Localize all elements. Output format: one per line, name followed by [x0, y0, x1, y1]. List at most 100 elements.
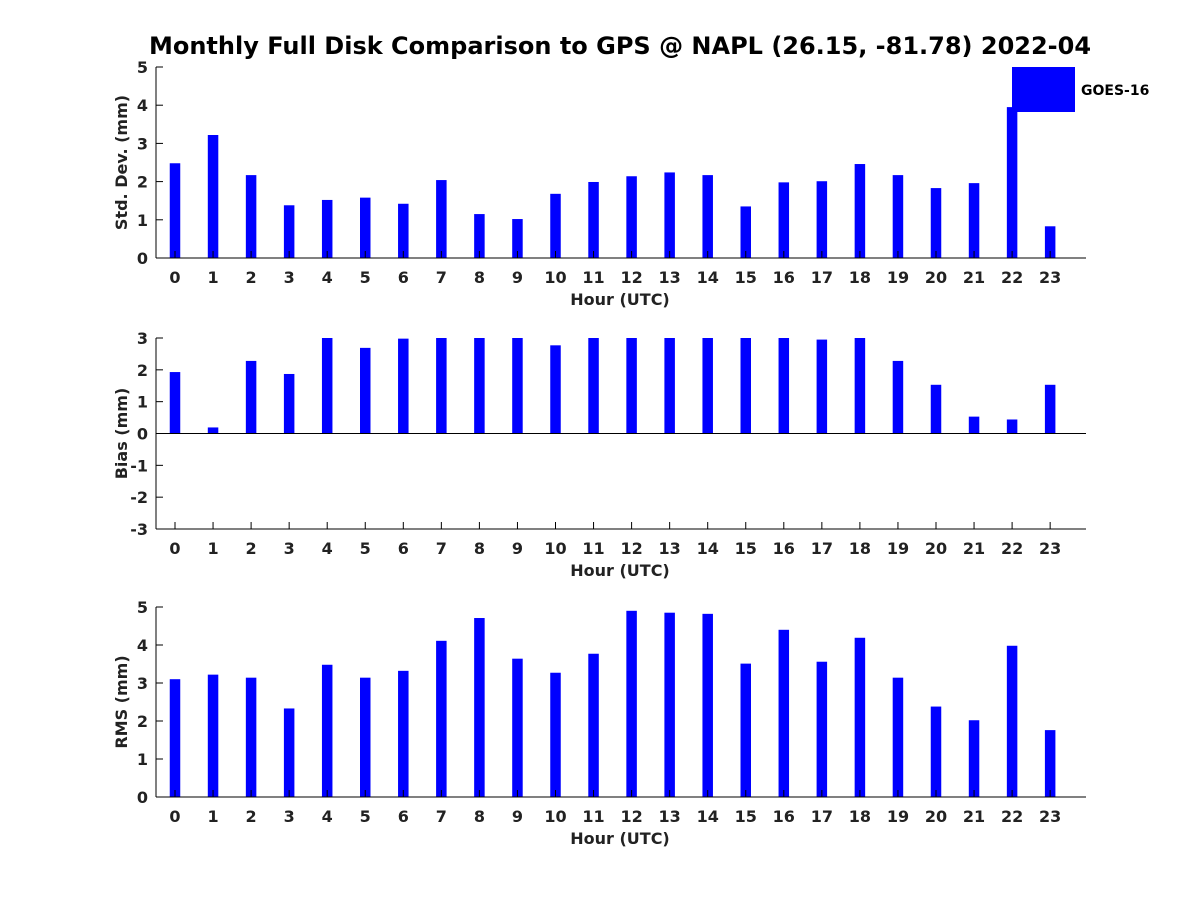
bar-hour-10 — [550, 345, 561, 434]
x-tick-label: 12 — [620, 539, 642, 558]
bar-hour-12 — [626, 610, 637, 797]
bar-hour-22 — [1006, 645, 1018, 797]
bar-hour-4 — [321, 664, 333, 797]
x-tick-label: 7 — [436, 268, 447, 287]
bar-hour-4 — [321, 199, 333, 258]
bar-hour-23 — [1044, 226, 1056, 258]
x-tick-label: 20 — [925, 807, 947, 826]
bar-hour-12 — [626, 338, 637, 434]
x-tick-label: 22 — [1001, 268, 1023, 287]
x-tick-label: 0 — [169, 268, 180, 287]
y-tick-label: 5 — [137, 58, 148, 77]
x-tick-label: 5 — [360, 268, 371, 287]
x-tick-label: 0 — [169, 539, 180, 558]
bar-hour-21 — [968, 720, 980, 797]
y-tick-label: 3 — [137, 674, 148, 693]
bar-hour-1 — [207, 674, 219, 797]
bar-hour-19 — [892, 360, 904, 434]
x-tick-label: 13 — [659, 268, 681, 287]
x-tick-label: 16 — [773, 539, 795, 558]
x-tick-label: 14 — [697, 807, 719, 826]
x-tick-label: 2 — [246, 539, 257, 558]
x-tick-label: 6 — [398, 268, 409, 287]
x-tick-label: 5 — [360, 539, 371, 558]
x-tick-label: 1 — [207, 268, 218, 287]
x-tick-label: 18 — [849, 268, 871, 287]
x-tick-label: 5 — [360, 807, 371, 826]
bar-hour-14 — [702, 338, 713, 434]
y-tick-label: 2 — [137, 712, 148, 731]
bar-hour-10 — [550, 193, 561, 258]
x-tick-label: 1 — [207, 539, 218, 558]
x-tick-label: 12 — [620, 807, 642, 826]
x-tick-label: 17 — [811, 268, 833, 287]
bar-hour-20 — [930, 706, 942, 797]
bar-hour-13 — [664, 612, 675, 797]
x-tick-label: 16 — [773, 807, 795, 826]
x-tick-label: 7 — [436, 539, 447, 558]
bar-hour-16 — [778, 182, 790, 258]
x-tick-label: 17 — [811, 807, 833, 826]
bar-hour-13 — [664, 338, 675, 434]
x-tick-label: 13 — [659, 539, 681, 558]
x-tick-label: 22 — [1001, 807, 1023, 826]
bar-hour-15 — [740, 338, 751, 434]
y-axis-label: Bias (mm) — [112, 388, 131, 480]
y-tick-label: 1 — [137, 393, 148, 412]
y-tick-label: 1 — [137, 750, 148, 769]
bar-hour-0 — [169, 372, 181, 434]
bar-hour-15 — [740, 663, 751, 797]
x-tick-label: 15 — [735, 539, 757, 558]
bar-hour-20 — [930, 188, 942, 258]
x-tick-label: 6 — [398, 539, 409, 558]
x-tick-label: 3 — [284, 539, 295, 558]
x-tick-label: 23 — [1039, 539, 1061, 558]
bar-hour-12 — [626, 176, 637, 258]
x-tick-label: 17 — [811, 539, 833, 558]
bar-hour-16 — [778, 338, 790, 434]
bar-hour-18 — [854, 164, 866, 258]
bar-hour-19 — [892, 175, 904, 258]
x-tick-label: 8 — [474, 807, 485, 826]
y-tick-label: 0 — [137, 249, 148, 268]
bar-hour-15 — [740, 206, 751, 258]
bar-hour-2 — [245, 360, 257, 434]
bar-hour-9 — [512, 219, 523, 258]
bar-hour-5 — [360, 347, 371, 434]
bar-hour-18 — [854, 637, 866, 797]
bar-hour-17 — [816, 661, 828, 797]
x-tick-label: 8 — [474, 539, 485, 558]
bar-hour-3 — [283, 205, 295, 258]
x-tick-label: 19 — [887, 268, 909, 287]
bar-hour-20 — [930, 384, 942, 434]
bar-hour-9 — [512, 658, 523, 797]
x-tick-label: 7 — [436, 807, 447, 826]
bar-hour-1 — [207, 427, 219, 434]
y-tick-label: 3 — [137, 329, 148, 348]
y-tick-label: 4 — [137, 636, 148, 655]
x-tick-label: 14 — [697, 268, 719, 287]
chart-title: Monthly Full Disk Comparison to GPS @ NA… — [149, 32, 1091, 60]
bar-hour-14 — [702, 175, 713, 258]
x-tick-label: 18 — [849, 539, 871, 558]
x-tick-label: 23 — [1039, 807, 1061, 826]
bar-hour-23 — [1044, 384, 1056, 434]
bar-hour-0 — [169, 679, 181, 797]
bar-hour-7 — [436, 640, 447, 797]
bar-hour-3 — [283, 373, 295, 434]
bar-hour-5 — [360, 677, 371, 797]
bar-hour-2 — [245, 175, 257, 258]
x-tick-label: 4 — [322, 539, 333, 558]
x-tick-label: 0 — [169, 807, 180, 826]
x-tick-label: 19 — [887, 807, 909, 826]
bar-hour-16 — [778, 629, 790, 797]
x-tick-label: 3 — [284, 807, 295, 826]
bar-hour-17 — [816, 181, 828, 258]
bar-hour-18 — [854, 338, 866, 434]
bar-hour-11 — [588, 181, 599, 258]
x-tick-label: 22 — [1001, 539, 1023, 558]
legend-swatch — [1012, 67, 1075, 112]
